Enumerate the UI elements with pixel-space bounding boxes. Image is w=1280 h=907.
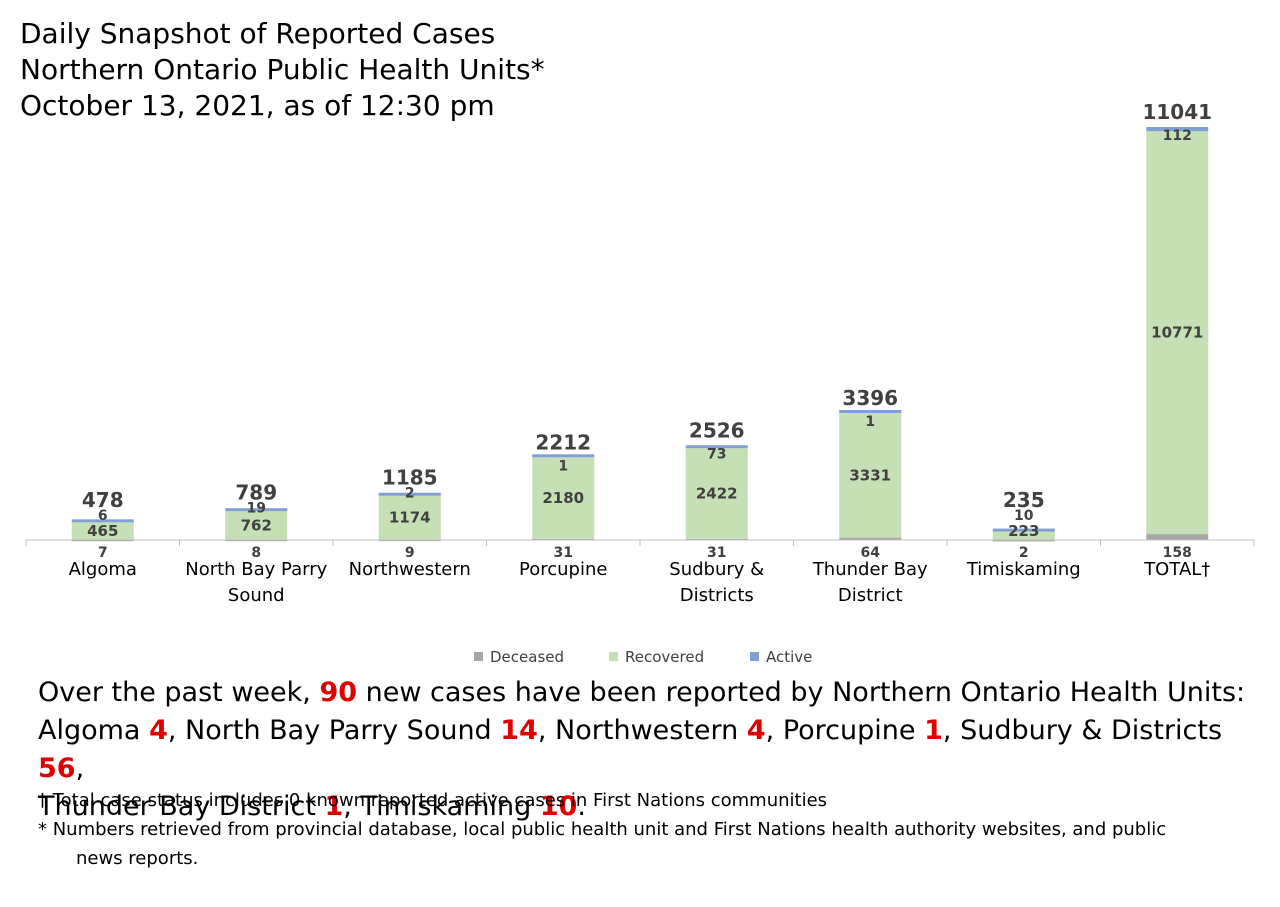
data-label-recovered: 3331 — [849, 466, 891, 484]
bar-recovered — [378, 495, 441, 540]
data-label-total: 1185 — [382, 466, 438, 490]
legend-swatch-recovered — [609, 652, 618, 661]
data-label-recovered: 2180 — [542, 489, 584, 507]
data-label-deceased: 31 — [554, 545, 573, 561]
bar-active — [378, 492, 441, 496]
bar-active — [1146, 127, 1209, 132]
summary-intro-rest: new cases have been reported by Northern… — [357, 677, 1246, 708]
data-label-total: 789 — [235, 480, 277, 504]
bar-recovered — [839, 413, 902, 538]
data-label-total: 11041 — [1142, 100, 1212, 124]
weekly-summary: Over the past week, 90 new cases have be… — [38, 674, 1273, 826]
legend-swatch-active — [750, 652, 759, 661]
summary-item-north-bay: North Bay Parry Sound 14, — [185, 715, 556, 746]
bar-recovered — [992, 531, 1055, 540]
data-label-deceased: 2 — [1019, 545, 1029, 561]
data-label-deceased: 158 — [1163, 545, 1192, 561]
data-label-recovered: 465 — [87, 522, 118, 540]
legend-swatch-deceased — [474, 652, 483, 661]
footnote-dagger: † Total case status includes 0 known rep… — [38, 790, 828, 811]
summary-total-new: 90 — [319, 677, 358, 708]
title-line-2: Northern Ontario Public Health Units* — [20, 53, 545, 86]
data-label-active: 19 — [247, 500, 266, 516]
summary-item-northwestern: Northwestern 4, — [555, 715, 783, 746]
data-label-recovered: 2422 — [696, 485, 738, 503]
data-label-total: 2212 — [535, 430, 591, 454]
data-label-deceased: 9 — [405, 545, 415, 561]
bar-recovered — [71, 522, 134, 540]
data-label-recovered: 1174 — [389, 509, 431, 527]
title-line-1: Daily Snapshot of Reported Cases — [20, 17, 496, 50]
data-label-active: 1 — [558, 458, 568, 474]
footnote-star-line1: * Numbers retrieved from provincial data… — [38, 819, 1167, 840]
data-label-total: 235 — [1003, 488, 1045, 512]
data-label-active: 73 — [707, 447, 726, 463]
x-tick-label: Porcupine — [519, 559, 607, 580]
bar-active — [685, 445, 748, 449]
x-tick-label: District — [838, 585, 903, 606]
data-label-deceased: 31 — [707, 545, 726, 561]
bar-recovered — [685, 448, 748, 539]
data-label-total: 478 — [82, 488, 124, 512]
bar-deceased — [992, 539, 1055, 542]
bar-recovered — [1146, 131, 1209, 535]
footnote-star-line2: news reports. — [76, 848, 199, 869]
data-label-deceased: 8 — [251, 545, 261, 561]
x-tick-label: North Bay Parry — [185, 559, 327, 580]
x-tick-label: Thunder Bay — [812, 559, 928, 580]
summary-intro: Over the past week, — [38, 677, 320, 708]
data-label-recovered: 10771 — [1151, 324, 1203, 342]
bar-recovered — [225, 511, 288, 540]
bar-deceased — [839, 537, 902, 540]
data-label-deceased: 7 — [98, 545, 108, 561]
summary-item-porcupine: Porcupine 1, — [782, 715, 961, 746]
x-tick-label: TOTAL† — [1143, 559, 1210, 580]
bar-recovered — [532, 457, 595, 539]
data-label-recovered: 762 — [241, 516, 272, 534]
x-tick-label: Sudbury & — [669, 559, 764, 580]
bar-active — [839, 410, 902, 414]
data-label-recovered: 223 — [1008, 522, 1039, 540]
summary-item-sudbury: Sudbury & Districts 56, — [38, 715, 1223, 784]
data-label-active: 2 — [405, 486, 415, 502]
legend-label-recovered: Recovered — [625, 648, 704, 666]
data-label-deceased: 64 — [861, 545, 881, 561]
legend-label-active: Active — [766, 648, 812, 666]
x-tick-label: Timiskaming — [966, 559, 1081, 580]
bar-deceased — [1146, 534, 1209, 540]
data-label-active: 112 — [1163, 128, 1192, 144]
x-tick-label: Districts — [680, 585, 754, 606]
bar-active — [225, 508, 288, 512]
summary-item-thunder-bay: Thunder Bay District 1, — [38, 791, 361, 822]
data-label-active: 6 — [98, 508, 108, 524]
summary-item-algoma: Algoma 4, — [38, 715, 186, 746]
chart-title: Daily Snapshot of Reported Cases Norther… — [20, 16, 545, 124]
x-tick-label: Algoma — [69, 559, 137, 580]
data-label-active: 1 — [865, 414, 875, 430]
legend-label-deceased: Deceased — [490, 648, 564, 666]
data-label-active: 10 — [1014, 508, 1034, 524]
x-tick-label: Sound — [228, 585, 285, 606]
x-tick-label: Northwestern — [349, 559, 471, 580]
summary-item-timiskaming: Timiskaming 10. — [360, 791, 586, 822]
footnote-star: * Numbers retrieved from provincial data… — [38, 815, 1273, 873]
bar-active — [71, 519, 134, 523]
title-line-3: October 13, 2021, as of 12:30 pm — [20, 89, 495, 122]
bar-active — [992, 528, 1055, 532]
data-label-total: 3396 — [842, 386, 898, 410]
data-label-total: 2526 — [689, 419, 745, 443]
bar-active — [532, 454, 595, 458]
